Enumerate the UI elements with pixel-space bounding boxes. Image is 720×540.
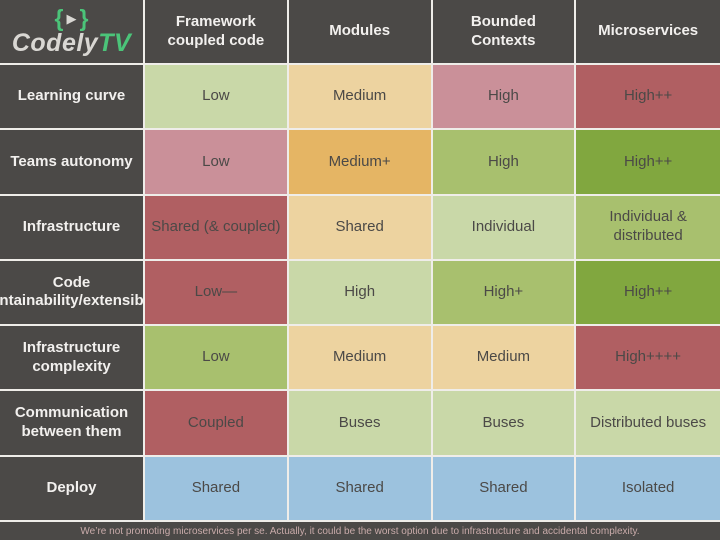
play-icon: ▶ xyxy=(66,11,77,26)
footer-note: We’re not promoting microservices per se… xyxy=(80,525,640,537)
footer-disclaimer-bar: We’re not promoting microservices per se… xyxy=(0,520,720,540)
brace-left-glyph: { xyxy=(54,5,64,31)
column-header-framework-coupled-code: Framework coupled code xyxy=(145,0,289,63)
table-cell: High++ xyxy=(576,128,720,194)
table-cell: High xyxy=(288,258,433,325)
table-cell: Low xyxy=(145,128,289,194)
column-header-microservices: Microservices xyxy=(576,0,720,63)
row-label-code-maintainability: Code maintainability/extensibility xyxy=(0,258,169,325)
table-cell: Medium+ xyxy=(288,128,433,194)
table-cell: Medium xyxy=(432,324,577,390)
table-cell: High xyxy=(432,128,577,194)
row-label-communication: Communication between them xyxy=(0,389,145,455)
row-label-infrastructure-complexity: Infrastructure complexity xyxy=(0,324,145,390)
table-cell: Distributed buses xyxy=(576,389,720,455)
table-cell: Medium xyxy=(288,63,433,129)
row-label-teams-autonomy: Teams autonomy xyxy=(0,128,145,194)
brand-name-tv: TV xyxy=(98,29,132,57)
table-cell: High xyxy=(432,63,577,129)
column-header-bounded-contexts: Bounded Contexts xyxy=(432,0,577,63)
table-cell: Individual xyxy=(432,193,577,259)
table-cell: Shared xyxy=(288,454,433,520)
brand-logo: { ▶ } CodelyTV xyxy=(0,0,145,63)
brace-right-glyph: } xyxy=(79,5,89,31)
table-cell: Coupled xyxy=(145,389,289,455)
column-header-modules: Modules xyxy=(288,0,433,63)
brand-name: CodelyTV xyxy=(12,31,131,56)
table-cell: Low xyxy=(145,63,289,129)
table-cell: Shared xyxy=(288,193,433,259)
table-cell: Buses xyxy=(432,389,577,455)
table-cell: Medium xyxy=(288,324,433,390)
table-cell: Low xyxy=(145,324,289,390)
row-label-learning-curve: Learning curve xyxy=(0,63,145,129)
comparison-table: { ▶ } CodelyTV Framework coupled code Mo… xyxy=(0,0,720,520)
table-cell: High++ xyxy=(576,63,720,129)
brand-name-codely: Codely xyxy=(11,29,99,57)
row-label-infrastructure: Infrastructure xyxy=(0,193,145,259)
table-cell: High++++ xyxy=(576,324,720,390)
table-cell: High++ xyxy=(576,258,720,325)
table-cell: Shared (& coupled) xyxy=(145,193,289,259)
table-cell: Buses xyxy=(288,389,433,455)
table-cell: Isolated xyxy=(576,454,720,520)
table-cell: Shared xyxy=(145,454,289,520)
table-cell: Low— xyxy=(145,258,289,325)
row-label-deploy: Deploy xyxy=(0,454,145,520)
table-cell: High+ xyxy=(432,258,577,325)
codely-play-logo: { ▶ } xyxy=(55,7,89,30)
table-cell: Shared xyxy=(432,454,577,520)
table-cell: Individual & distributed xyxy=(576,193,720,259)
